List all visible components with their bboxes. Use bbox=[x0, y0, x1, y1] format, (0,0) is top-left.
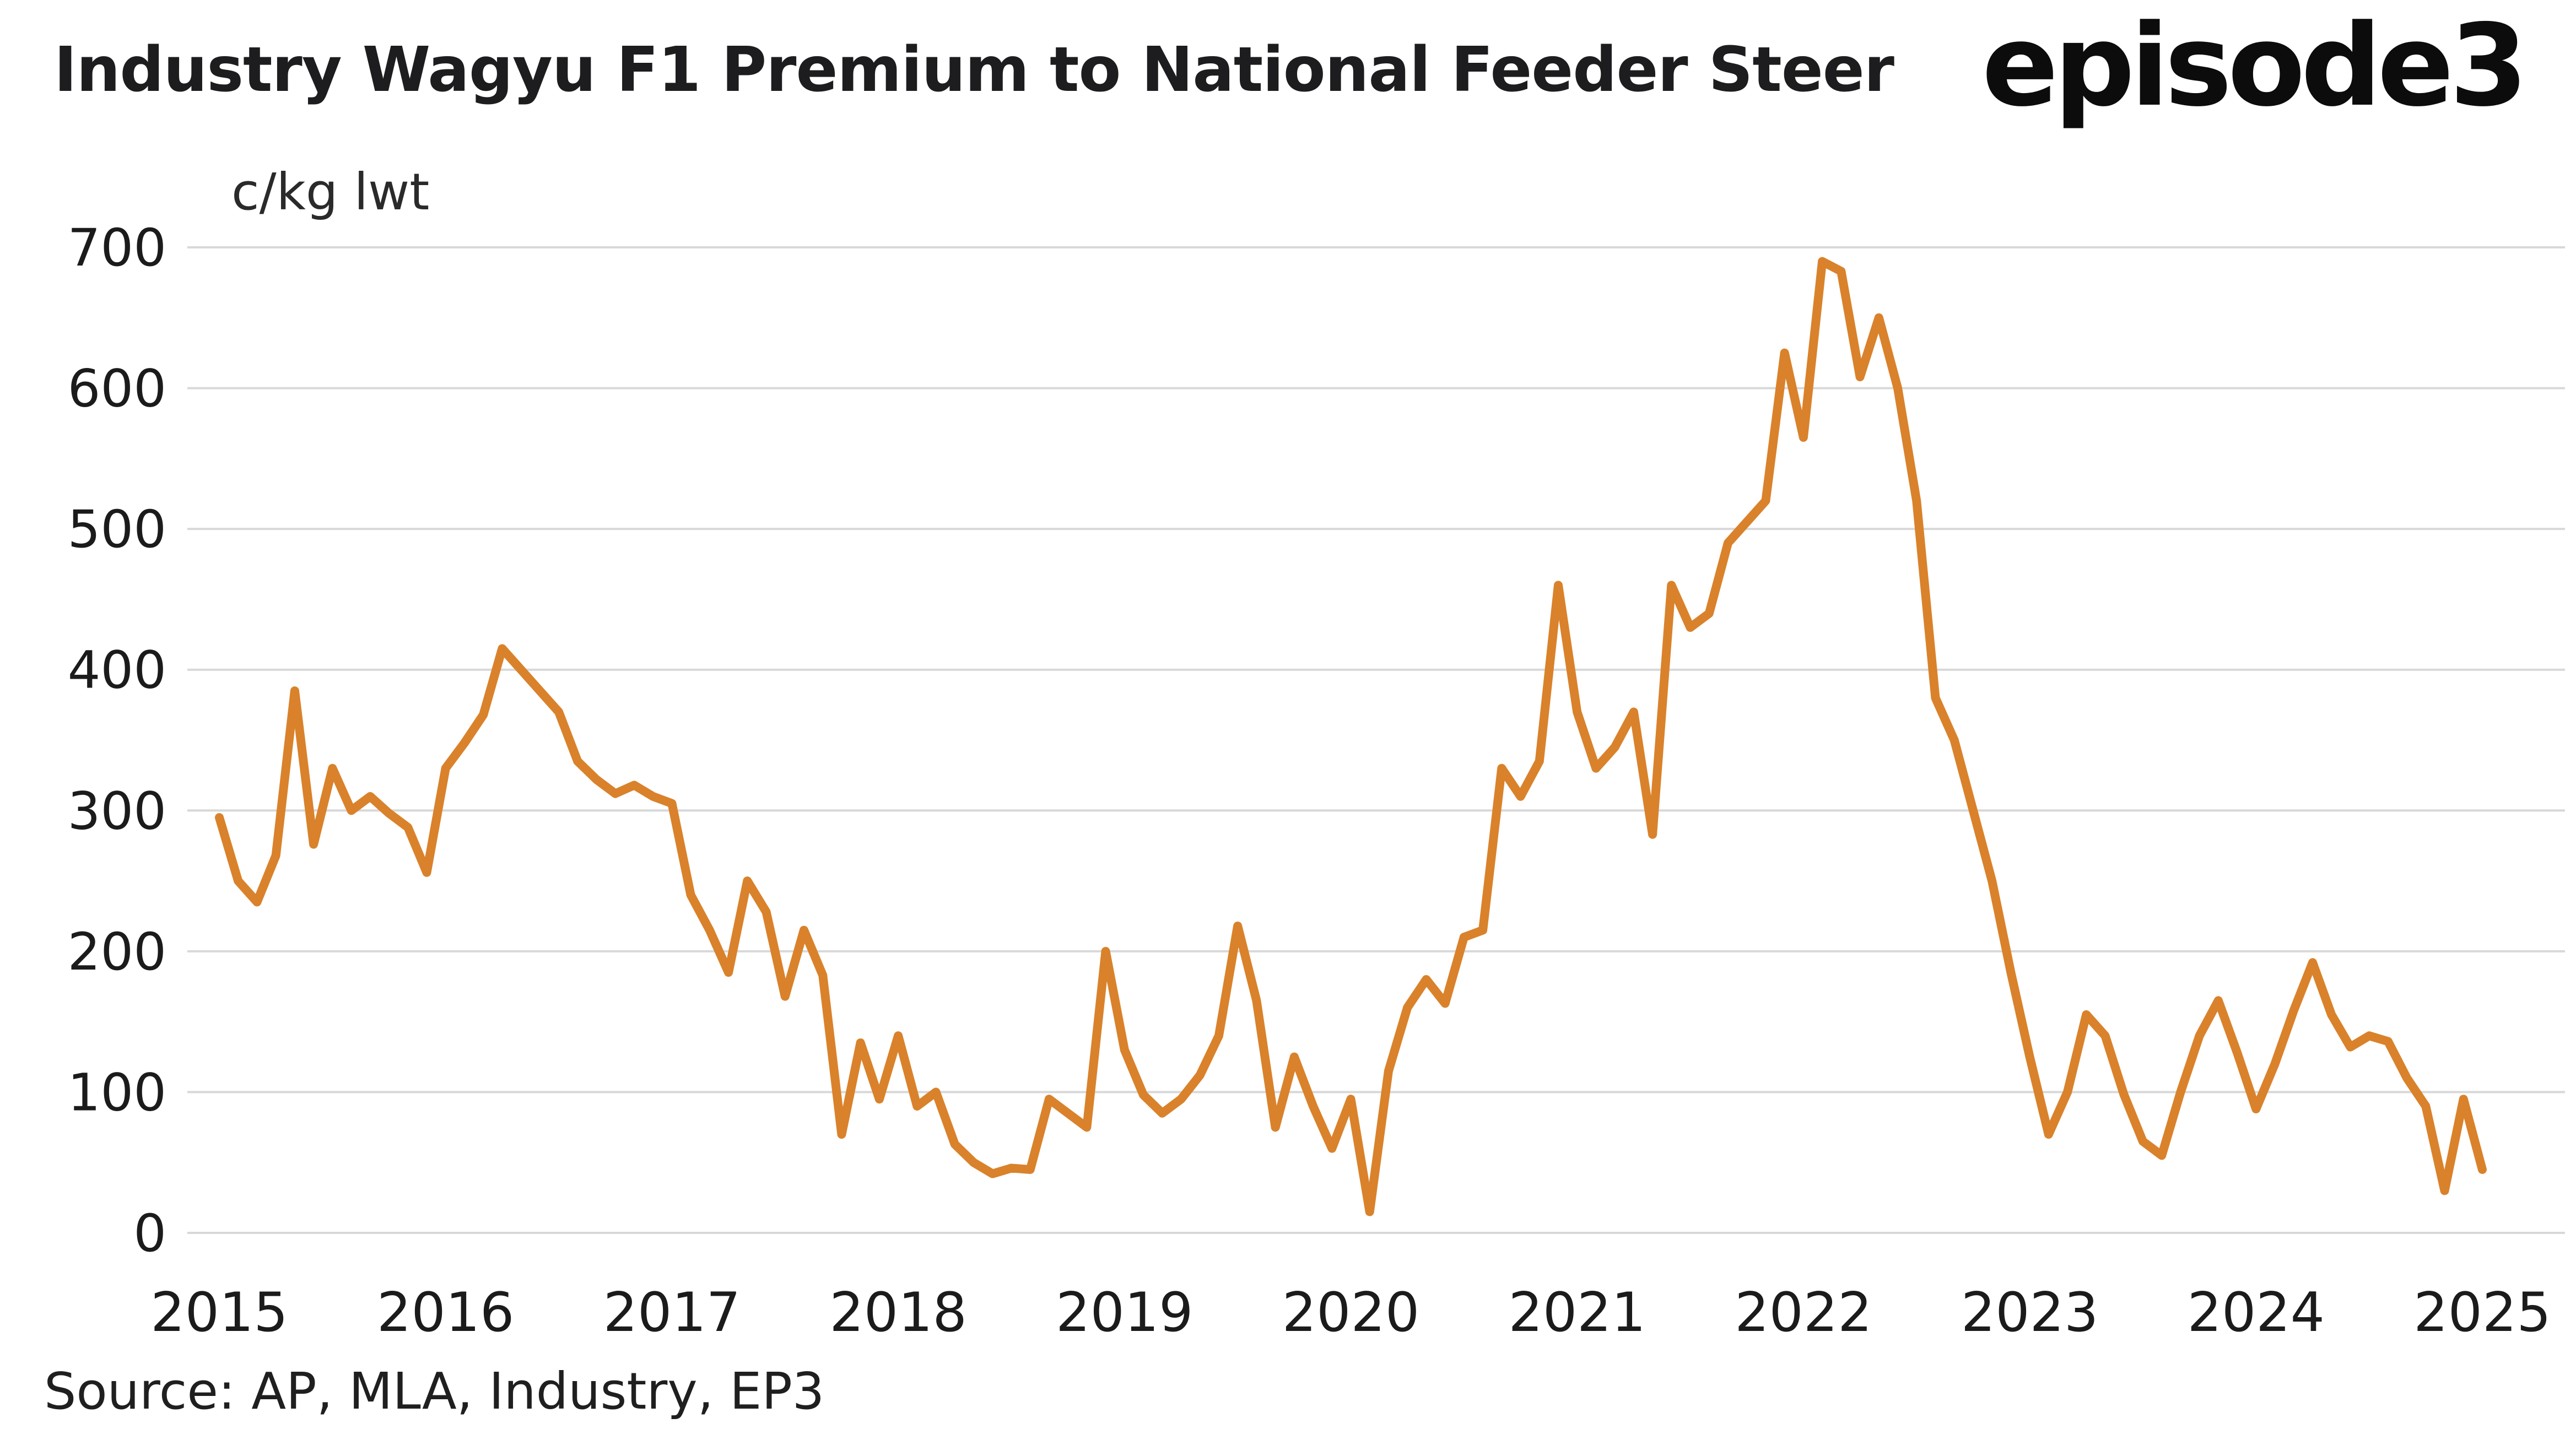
x-tick-label: 2024 bbox=[2188, 1281, 2325, 1344]
x-tick-label: 2020 bbox=[1282, 1281, 1419, 1344]
x-tick-label: 2025 bbox=[2413, 1281, 2551, 1344]
episode3-logo: episode3 bbox=[1981, 1, 2528, 132]
y-tick-label: 300 bbox=[68, 781, 166, 841]
x-tick-label: 2016 bbox=[377, 1281, 514, 1344]
y-tick-label: 500 bbox=[68, 500, 166, 560]
x-tick-label: 2015 bbox=[150, 1281, 288, 1344]
y-axis-tick-labels: 0 100 200 300 400 500 600 700 bbox=[68, 218, 166, 1264]
y-tick-label: 200 bbox=[68, 922, 166, 982]
y-tick-label: 0 bbox=[133, 1204, 166, 1264]
x-tick-label: 2019 bbox=[1056, 1281, 1193, 1344]
x-tick-label: 2022 bbox=[1735, 1281, 1872, 1344]
x-tick-label: 2021 bbox=[1508, 1281, 1645, 1344]
x-tick-label: 2023 bbox=[1961, 1281, 2098, 1344]
y-tick-label: 700 bbox=[68, 218, 166, 278]
y-tick-label: 100 bbox=[68, 1063, 166, 1123]
x-tick-label: 2018 bbox=[829, 1281, 966, 1344]
y-axis-units-label: c/kg lwt bbox=[231, 163, 430, 221]
source-note: Source: AP, MLA, Industry, EP3 bbox=[44, 1362, 825, 1421]
y-tick-label: 400 bbox=[68, 641, 166, 701]
premium-series-line bbox=[215, 257, 2487, 1216]
chart-title: Industry Wagyu F1 Premium to National Fe… bbox=[54, 34, 1894, 106]
x-tick-label: 2017 bbox=[603, 1281, 741, 1344]
x-axis-tick-labels: 2015 2016 2017 2018 2019 2020 2021 2022 2023 2024… bbox=[150, 1281, 2551, 1344]
gridlines bbox=[187, 246, 2565, 1234]
y-tick-label: 600 bbox=[68, 359, 166, 419]
